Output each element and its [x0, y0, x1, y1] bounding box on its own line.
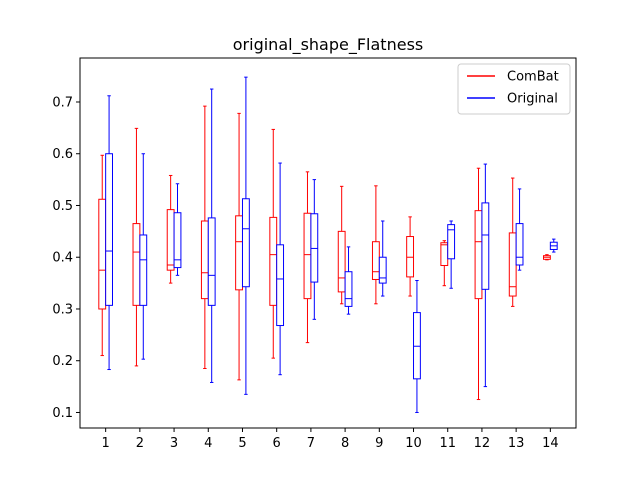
- box-combat-13: [508, 177, 517, 307]
- y-tick-label: 0.2: [52, 354, 73, 369]
- iqr-box: [200, 220, 209, 300]
- iqr-box: [276, 244, 285, 327]
- box-combat-9: [371, 185, 380, 305]
- iqr-box: [166, 209, 175, 271]
- iqr-box: [406, 236, 415, 278]
- y-tick-label: 0.3: [52, 302, 73, 317]
- box-original-12: [481, 163, 490, 388]
- x-tick-label: 10: [405, 436, 422, 451]
- iqr-box: [173, 212, 182, 269]
- iqr-box: [303, 212, 312, 300]
- x-tick-label: 7: [307, 436, 315, 451]
- iqr-box: [337, 230, 346, 293]
- y-tick-label: 0.4: [52, 251, 73, 266]
- y-tick-label: 0.6: [52, 147, 73, 162]
- box-combat-11: [440, 240, 449, 287]
- iqr-box: [241, 198, 250, 288]
- box-combat-7: [303, 171, 312, 344]
- box-original-11: [447, 220, 456, 289]
- x-tick-label: 2: [136, 436, 144, 451]
- x-tick-label: 6: [273, 436, 281, 451]
- series-combat: [98, 105, 551, 401]
- x-tick-label: 13: [508, 436, 525, 451]
- x-tick-label: 1: [102, 436, 110, 451]
- iqr-box: [207, 217, 216, 306]
- iqr-box: [310, 213, 319, 283]
- legend-label-combat: ComBat: [507, 70, 559, 85]
- iqr-box: [378, 256, 387, 284]
- box-combat-2: [132, 127, 141, 367]
- chart-title: original_shape_Flatness: [233, 35, 423, 55]
- box-combat-3: [166, 174, 175, 284]
- box-combat-8: [337, 185, 346, 305]
- iqr-box: [474, 210, 483, 300]
- box-original-10: [413, 280, 421, 413]
- y-tick-label: 0.1: [52, 406, 73, 421]
- box-combat-6: [269, 128, 278, 359]
- iqr-box: [98, 198, 107, 310]
- box-combat-4: [200, 105, 209, 369]
- legend: ComBat Original: [457, 63, 571, 115]
- box-original-9: [378, 220, 387, 297]
- box-original-8: [344, 246, 353, 315]
- x-tick-label: 12: [474, 436, 491, 451]
- iqr-box: [481, 202, 490, 290]
- iqr-box: [269, 216, 278, 306]
- x-tick-label: 11: [439, 436, 456, 451]
- box-original-3: [173, 183, 182, 276]
- x-tick-label: 5: [238, 436, 246, 451]
- box-combat-10: [406, 216, 415, 297]
- iqr-box: [235, 215, 243, 291]
- box-original-4: [207, 88, 216, 383]
- x-tick-label: 14: [542, 436, 559, 451]
- x-tick-label: 9: [375, 436, 383, 451]
- plot-area: [98, 76, 558, 413]
- iqr-box: [105, 153, 113, 306]
- box-original-7: [310, 179, 319, 320]
- y-tick-label: 0.5: [52, 199, 73, 214]
- iqr-box: [132, 223, 141, 306]
- x-tick-label: 3: [170, 436, 178, 451]
- box-combat-1: [98, 154, 107, 357]
- box-original-13: [515, 188, 524, 271]
- series-original: [105, 76, 558, 413]
- iqr-box: [344, 271, 353, 307]
- iqr-box: [440, 242, 449, 267]
- iqr-box: [371, 241, 380, 280]
- box-combat-14: [543, 254, 551, 261]
- box-original-2: [139, 153, 148, 360]
- x-tick-label: 4: [204, 436, 212, 451]
- legend-label-original: Original: [507, 92, 558, 107]
- box-original-5: [241, 76, 250, 395]
- box-original-1: [105, 95, 113, 371]
- iqr-box: [447, 224, 456, 260]
- iqr-box: [515, 223, 524, 266]
- x-tick-label: 8: [341, 436, 349, 451]
- box-original-6: [276, 162, 285, 376]
- iqr-box: [139, 234, 148, 306]
- plot-frame: [79, 57, 577, 429]
- y-tick-label: 0.7: [52, 95, 73, 110]
- box-original-14: [549, 238, 558, 253]
- iqr-box: [413, 312, 421, 380]
- box-combat-12: [474, 167, 483, 401]
- axes: 1 2 3 4 5 6 7 8 9 10 11 12 13 140.10.20.30.40.50.60.7: [52, 95, 558, 451]
- box-combat-5: [235, 112, 243, 381]
